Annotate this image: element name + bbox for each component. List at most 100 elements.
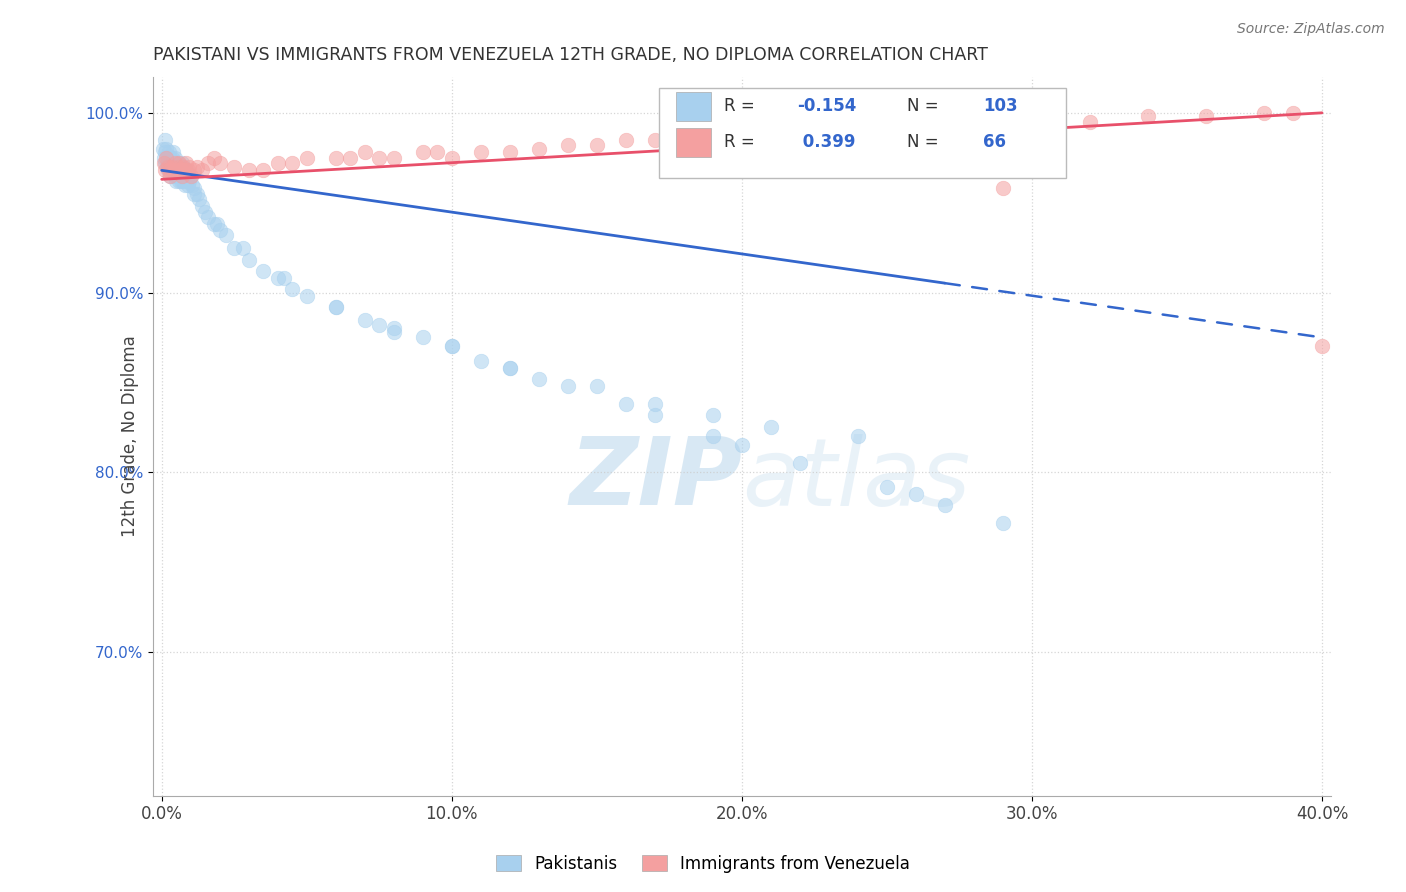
- Point: [163, 151, 186, 165]
- Text: N =: N =: [907, 133, 943, 152]
- Text: 66: 66: [983, 133, 1007, 152]
- Text: R =: R =: [724, 97, 761, 115]
- Text: 103: 103: [983, 97, 1018, 115]
- Point: [163, 160, 186, 174]
- Point: [904, 487, 927, 501]
- Point: [440, 339, 463, 353]
- FancyBboxPatch shape: [659, 87, 1066, 178]
- Point: [172, 160, 194, 174]
- Point: [160, 151, 183, 165]
- Point: [731, 438, 754, 452]
- Point: [214, 227, 236, 242]
- Point: [368, 151, 391, 165]
- Point: [1195, 110, 1218, 124]
- FancyBboxPatch shape: [676, 128, 711, 157]
- Point: [208, 222, 231, 236]
- Point: [934, 498, 956, 512]
- Point: [876, 480, 898, 494]
- Point: [169, 163, 191, 178]
- Point: [174, 169, 197, 183]
- Point: [186, 160, 208, 174]
- Point: [759, 420, 782, 434]
- Point: [157, 163, 180, 178]
- Point: [759, 128, 782, 142]
- Point: [157, 156, 180, 170]
- Text: PAKISTANI VS IMMIGRANTS FROM VENEZUELA 12TH GRADE, NO DIPLOMA CORRELATION CHART: PAKISTANI VS IMMIGRANTS FROM VENEZUELA 1…: [153, 46, 988, 64]
- Point: [238, 163, 260, 178]
- Point: [160, 160, 183, 174]
- Point: [205, 217, 228, 231]
- Point: [166, 160, 188, 174]
- Point: [295, 151, 318, 165]
- Point: [152, 142, 174, 156]
- Point: [172, 160, 194, 174]
- Point: [153, 145, 176, 160]
- Point: [153, 156, 176, 170]
- Point: [224, 160, 246, 174]
- Point: [1078, 115, 1101, 129]
- Point: [295, 289, 318, 303]
- Point: [846, 124, 869, 138]
- Point: [159, 151, 181, 165]
- Point: [702, 408, 724, 422]
- Point: [169, 174, 191, 188]
- Point: [470, 354, 492, 368]
- Point: [731, 128, 754, 142]
- Point: [180, 169, 202, 183]
- Point: [159, 169, 181, 183]
- Point: [174, 163, 197, 178]
- Point: [165, 156, 187, 170]
- Point: [991, 516, 1014, 530]
- Point: [157, 160, 180, 174]
- Point: [644, 397, 666, 411]
- Point: [702, 429, 724, 443]
- Point: [191, 163, 214, 178]
- Point: [499, 361, 522, 376]
- Point: [789, 133, 811, 147]
- Point: [672, 138, 695, 153]
- Point: [181, 178, 204, 192]
- Point: [179, 160, 201, 174]
- Point: [169, 160, 191, 174]
- Point: [499, 361, 522, 376]
- Point: [1310, 339, 1333, 353]
- Point: [194, 204, 217, 219]
- Point: [172, 174, 194, 188]
- Text: R =: R =: [724, 133, 761, 152]
- Point: [991, 181, 1014, 195]
- Point: [153, 133, 176, 147]
- Point: [382, 325, 405, 339]
- Point: [159, 156, 181, 170]
- Point: [155, 142, 177, 156]
- Point: [1282, 105, 1305, 120]
- Point: [224, 241, 246, 255]
- Point: [197, 210, 219, 224]
- Point: [162, 156, 184, 170]
- Point: [1253, 105, 1275, 120]
- Point: [169, 169, 191, 183]
- Point: [155, 151, 177, 165]
- Text: atlas: atlas: [742, 434, 970, 525]
- Point: [876, 128, 898, 142]
- Point: [557, 138, 579, 153]
- Point: [267, 156, 290, 170]
- Point: [644, 133, 666, 147]
- Point: [163, 156, 186, 170]
- Point: [527, 372, 550, 386]
- Point: [153, 151, 176, 165]
- Point: [934, 120, 956, 135]
- Point: [160, 163, 183, 178]
- Text: N =: N =: [907, 97, 943, 115]
- Text: Source: ZipAtlas.com: Source: ZipAtlas.com: [1237, 22, 1385, 37]
- Point: [166, 163, 188, 178]
- Point: [173, 169, 195, 183]
- Point: [169, 169, 191, 183]
- Point: [281, 282, 304, 296]
- Point: [153, 156, 176, 170]
- Point: [267, 271, 290, 285]
- Point: [440, 339, 463, 353]
- Text: ZIP: ZIP: [569, 434, 742, 525]
- Point: [183, 181, 205, 195]
- Point: [202, 151, 225, 165]
- Point: [368, 318, 391, 332]
